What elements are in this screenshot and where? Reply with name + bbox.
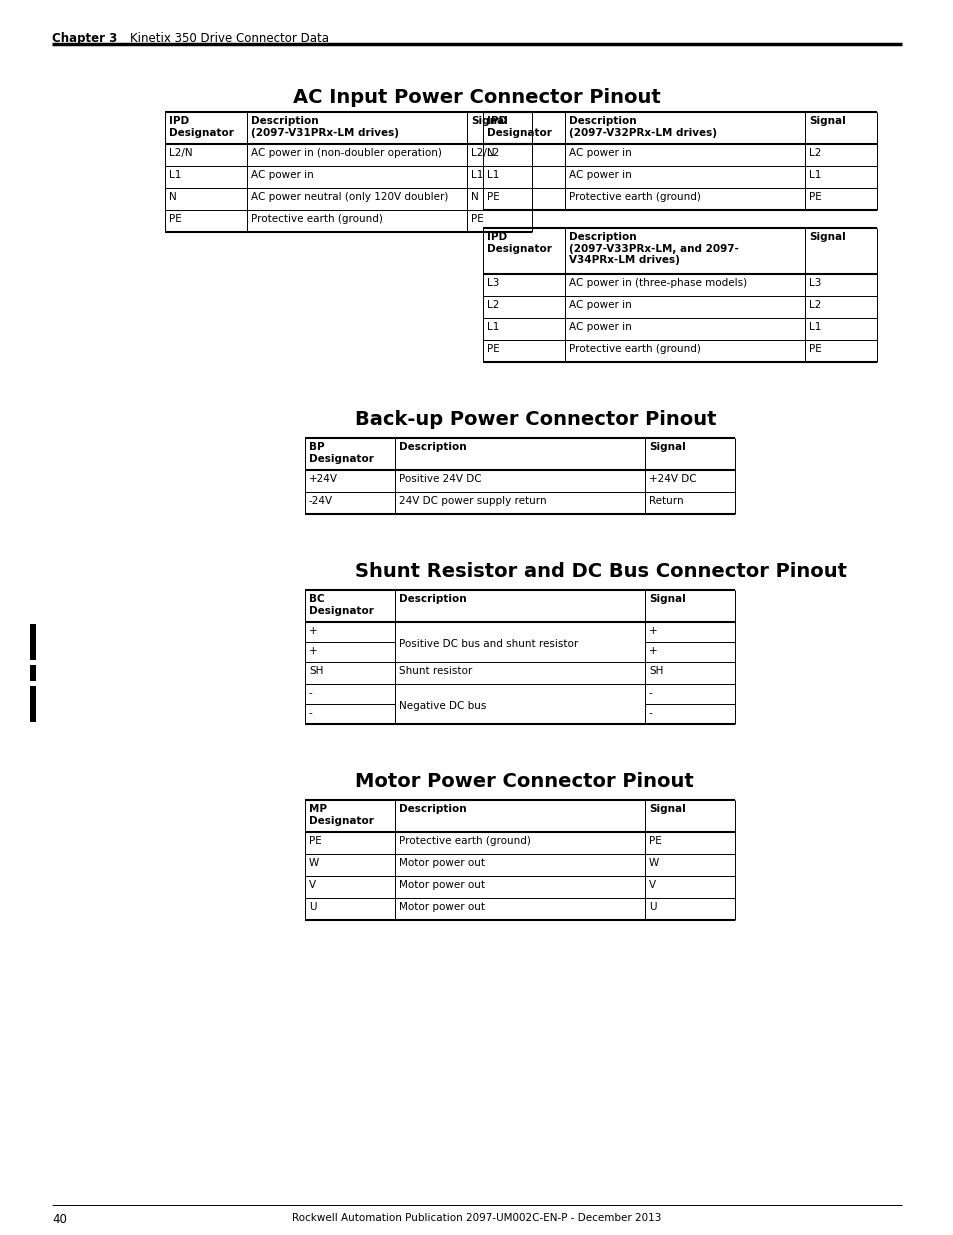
Text: L1: L1 — [486, 322, 498, 332]
Text: Positive 24V DC: Positive 24V DC — [398, 474, 481, 484]
Text: N: N — [169, 191, 176, 203]
Text: N: N — [471, 191, 478, 203]
Text: Description: Description — [398, 442, 466, 452]
Bar — [30, 664, 36, 680]
Text: L2: L2 — [486, 300, 498, 310]
Text: SH: SH — [309, 666, 323, 676]
Text: PE: PE — [486, 191, 499, 203]
Text: PE: PE — [648, 836, 661, 846]
Text: BC
Designator: BC Designator — [309, 594, 374, 615]
Text: W: W — [309, 858, 319, 868]
Text: MP
Designator: MP Designator — [309, 804, 374, 826]
Text: Rockwell Automation Publication 2097-UM002C-EN-P - December 2013: Rockwell Automation Publication 2097-UM0… — [292, 1213, 661, 1223]
Text: Shunt Resistor and DC Bus Connector Pinout: Shunt Resistor and DC Bus Connector Pino… — [355, 562, 846, 580]
Text: -: - — [309, 688, 313, 698]
Text: Chapter 3: Chapter 3 — [52, 32, 117, 44]
Text: +: + — [309, 646, 317, 656]
Text: V: V — [648, 881, 656, 890]
Text: L3: L3 — [486, 278, 498, 288]
Text: Negative DC bus: Negative DC bus — [398, 701, 486, 711]
Text: Protective earth (ground): Protective earth (ground) — [398, 836, 530, 846]
Text: Description: Description — [398, 594, 466, 604]
Text: +: + — [648, 646, 657, 656]
Bar — [30, 624, 36, 659]
Text: Protective earth (ground): Protective earth (ground) — [568, 345, 700, 354]
Text: AC power neutral (only 120V doubler): AC power neutral (only 120V doubler) — [251, 191, 448, 203]
Text: IPD
Designator: IPD Designator — [486, 116, 551, 137]
Text: Signal: Signal — [808, 232, 845, 242]
Text: Positive DC bus and shunt resistor: Positive DC bus and shunt resistor — [398, 638, 578, 650]
Text: PE: PE — [309, 836, 321, 846]
Text: Signal: Signal — [471, 116, 507, 126]
Text: PE: PE — [808, 345, 821, 354]
Text: AC power in: AC power in — [568, 148, 631, 158]
Text: -: - — [648, 708, 652, 718]
Text: AC Input Power Connector Pinout: AC Input Power Connector Pinout — [293, 88, 660, 107]
Text: Signal: Signal — [648, 442, 685, 452]
Text: 24V DC power supply return: 24V DC power supply return — [398, 496, 546, 506]
Text: Signal: Signal — [648, 804, 685, 814]
Text: +: + — [309, 626, 317, 636]
Text: Kinetix 350 Drive Connector Data: Kinetix 350 Drive Connector Data — [130, 32, 329, 44]
Text: Return: Return — [648, 496, 683, 506]
Text: L1: L1 — [471, 170, 483, 180]
Text: AC power in: AC power in — [251, 170, 314, 180]
Text: Signal: Signal — [648, 594, 685, 604]
Text: W: W — [648, 858, 659, 868]
Text: L2: L2 — [808, 148, 821, 158]
Text: Motor power out: Motor power out — [398, 858, 484, 868]
Text: BP
Designator: BP Designator — [309, 442, 374, 463]
Text: L2/N: L2/N — [169, 148, 193, 158]
Text: L1: L1 — [808, 322, 821, 332]
Text: L2/N: L2/N — [471, 148, 494, 158]
Text: +24V DC: +24V DC — [648, 474, 696, 484]
Text: V: V — [309, 881, 315, 890]
Text: AC power in (non-doubler operation): AC power in (non-doubler operation) — [251, 148, 441, 158]
Text: AC power in: AC power in — [568, 170, 631, 180]
Text: Back-up Power Connector Pinout: Back-up Power Connector Pinout — [355, 410, 716, 429]
Bar — [30, 685, 36, 722]
Text: Signal: Signal — [808, 116, 845, 126]
Text: SH: SH — [648, 666, 662, 676]
Text: L3: L3 — [808, 278, 821, 288]
Text: Description: Description — [398, 804, 466, 814]
Text: -: - — [309, 708, 313, 718]
Text: AC power in: AC power in — [568, 322, 631, 332]
Text: L1: L1 — [169, 170, 181, 180]
Text: U: U — [309, 902, 316, 911]
Text: IPD
Designator: IPD Designator — [169, 116, 233, 137]
Text: -: - — [648, 688, 652, 698]
Text: AC power in: AC power in — [568, 300, 631, 310]
Text: Description
(2097-V32PRx-LM drives): Description (2097-V32PRx-LM drives) — [568, 116, 717, 137]
Text: Motor power out: Motor power out — [398, 881, 484, 890]
Text: L1: L1 — [808, 170, 821, 180]
Text: L1: L1 — [486, 170, 498, 180]
Text: Protective earth (ground): Protective earth (ground) — [251, 214, 382, 224]
Text: Motor power out: Motor power out — [398, 902, 484, 911]
Text: +24V: +24V — [309, 474, 337, 484]
Text: Description
(2097-V33PRx-LM, and 2097-
V34PRx-LM drives): Description (2097-V33PRx-LM, and 2097- V… — [568, 232, 739, 266]
Text: Description
(2097-V31PRx-LM drives): Description (2097-V31PRx-LM drives) — [251, 116, 398, 137]
Text: AC power in (three-phase models): AC power in (three-phase models) — [568, 278, 746, 288]
Text: Motor Power Connector Pinout: Motor Power Connector Pinout — [355, 772, 693, 790]
Text: -24V: -24V — [309, 496, 333, 506]
Text: L2: L2 — [808, 300, 821, 310]
Text: +: + — [648, 626, 657, 636]
Text: Protective earth (ground): Protective earth (ground) — [568, 191, 700, 203]
Text: IPD
Designator: IPD Designator — [486, 232, 551, 253]
Text: Shunt resistor: Shunt resistor — [398, 666, 472, 676]
Text: L2: L2 — [486, 148, 498, 158]
Text: PE: PE — [808, 191, 821, 203]
Text: 40: 40 — [52, 1213, 67, 1226]
Text: PE: PE — [486, 345, 499, 354]
Text: PE: PE — [471, 214, 483, 224]
Text: PE: PE — [169, 214, 182, 224]
Text: U: U — [648, 902, 656, 911]
